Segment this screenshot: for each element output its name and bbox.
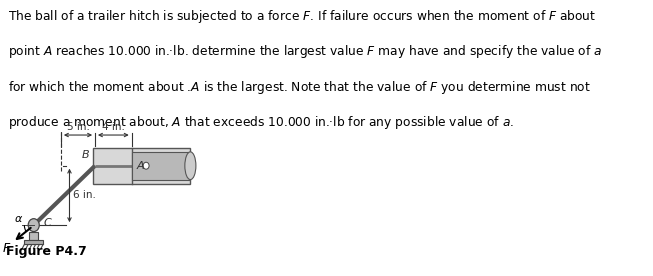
- Circle shape: [143, 162, 149, 169]
- Text: for which the moment about .$A$ is the largest. Note that the value of $F$ you d: for which the moment about .$A$ is the l…: [8, 79, 591, 95]
- Text: The ball of a trailer hitch is subjected to a force $F$. If failure occurs when : The ball of a trailer hitch is subjected…: [8, 8, 596, 25]
- Text: B: B: [82, 150, 89, 160]
- Ellipse shape: [185, 152, 196, 180]
- Text: Figure P4.7: Figure P4.7: [6, 245, 86, 258]
- Text: F: F: [2, 242, 9, 255]
- Bar: [24, 240, 43, 245]
- Text: α: α: [15, 214, 22, 224]
- Text: 6 in.: 6 in.: [73, 190, 96, 200]
- Text: 4 in.: 4 in.: [102, 121, 125, 132]
- Text: point $A$ reaches 10.000 in.·lb. determine the largest value $F$ may have and sp: point $A$ reaches 10.000 in.·lb. determi…: [8, 43, 603, 60]
- Bar: [29, 232, 38, 240]
- Circle shape: [28, 219, 39, 232]
- Text: produce a moment about, $A$ that exceeds 10.000 in.·lb for any possible value of: produce a moment about, $A$ that exceeds…: [8, 114, 514, 131]
- Text: 5 in.: 5 in.: [67, 121, 89, 132]
- Text: A: A: [136, 161, 144, 171]
- Bar: [132, 152, 191, 180]
- Bar: [93, 148, 191, 184]
- Text: C: C: [43, 218, 51, 228]
